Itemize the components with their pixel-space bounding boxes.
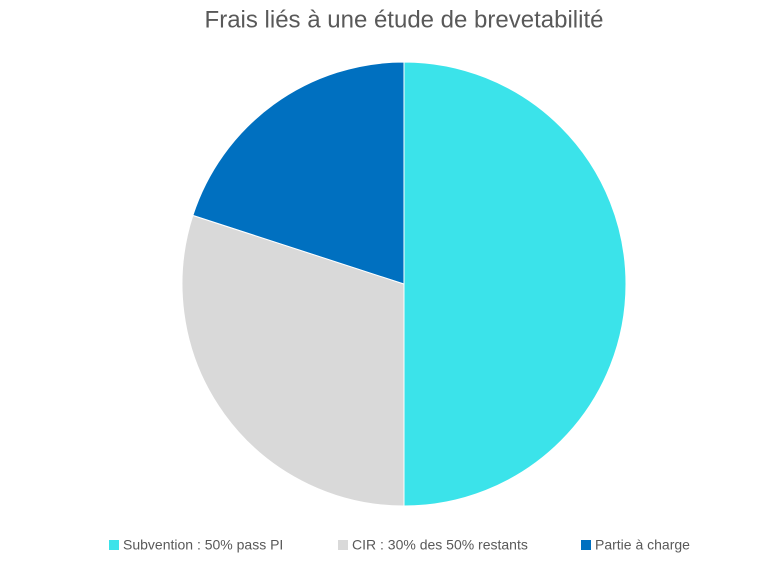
pie-slice — [192, 61, 405, 285]
legend-label: CIR : 30% des 50% restants — [352, 537, 528, 553]
legend-label: Subvention : 50% pass PI — [123, 537, 283, 553]
chart-title: Frais liés à une étude de brevetabilité — [205, 6, 604, 33]
legend-swatch — [581, 540, 591, 550]
pie-slice — [403, 61, 627, 507]
pie-slice — [181, 214, 405, 507]
legend-swatch — [109, 540, 119, 550]
legend-swatch — [338, 540, 348, 550]
legend-label: Partie à charge — [595, 537, 690, 553]
